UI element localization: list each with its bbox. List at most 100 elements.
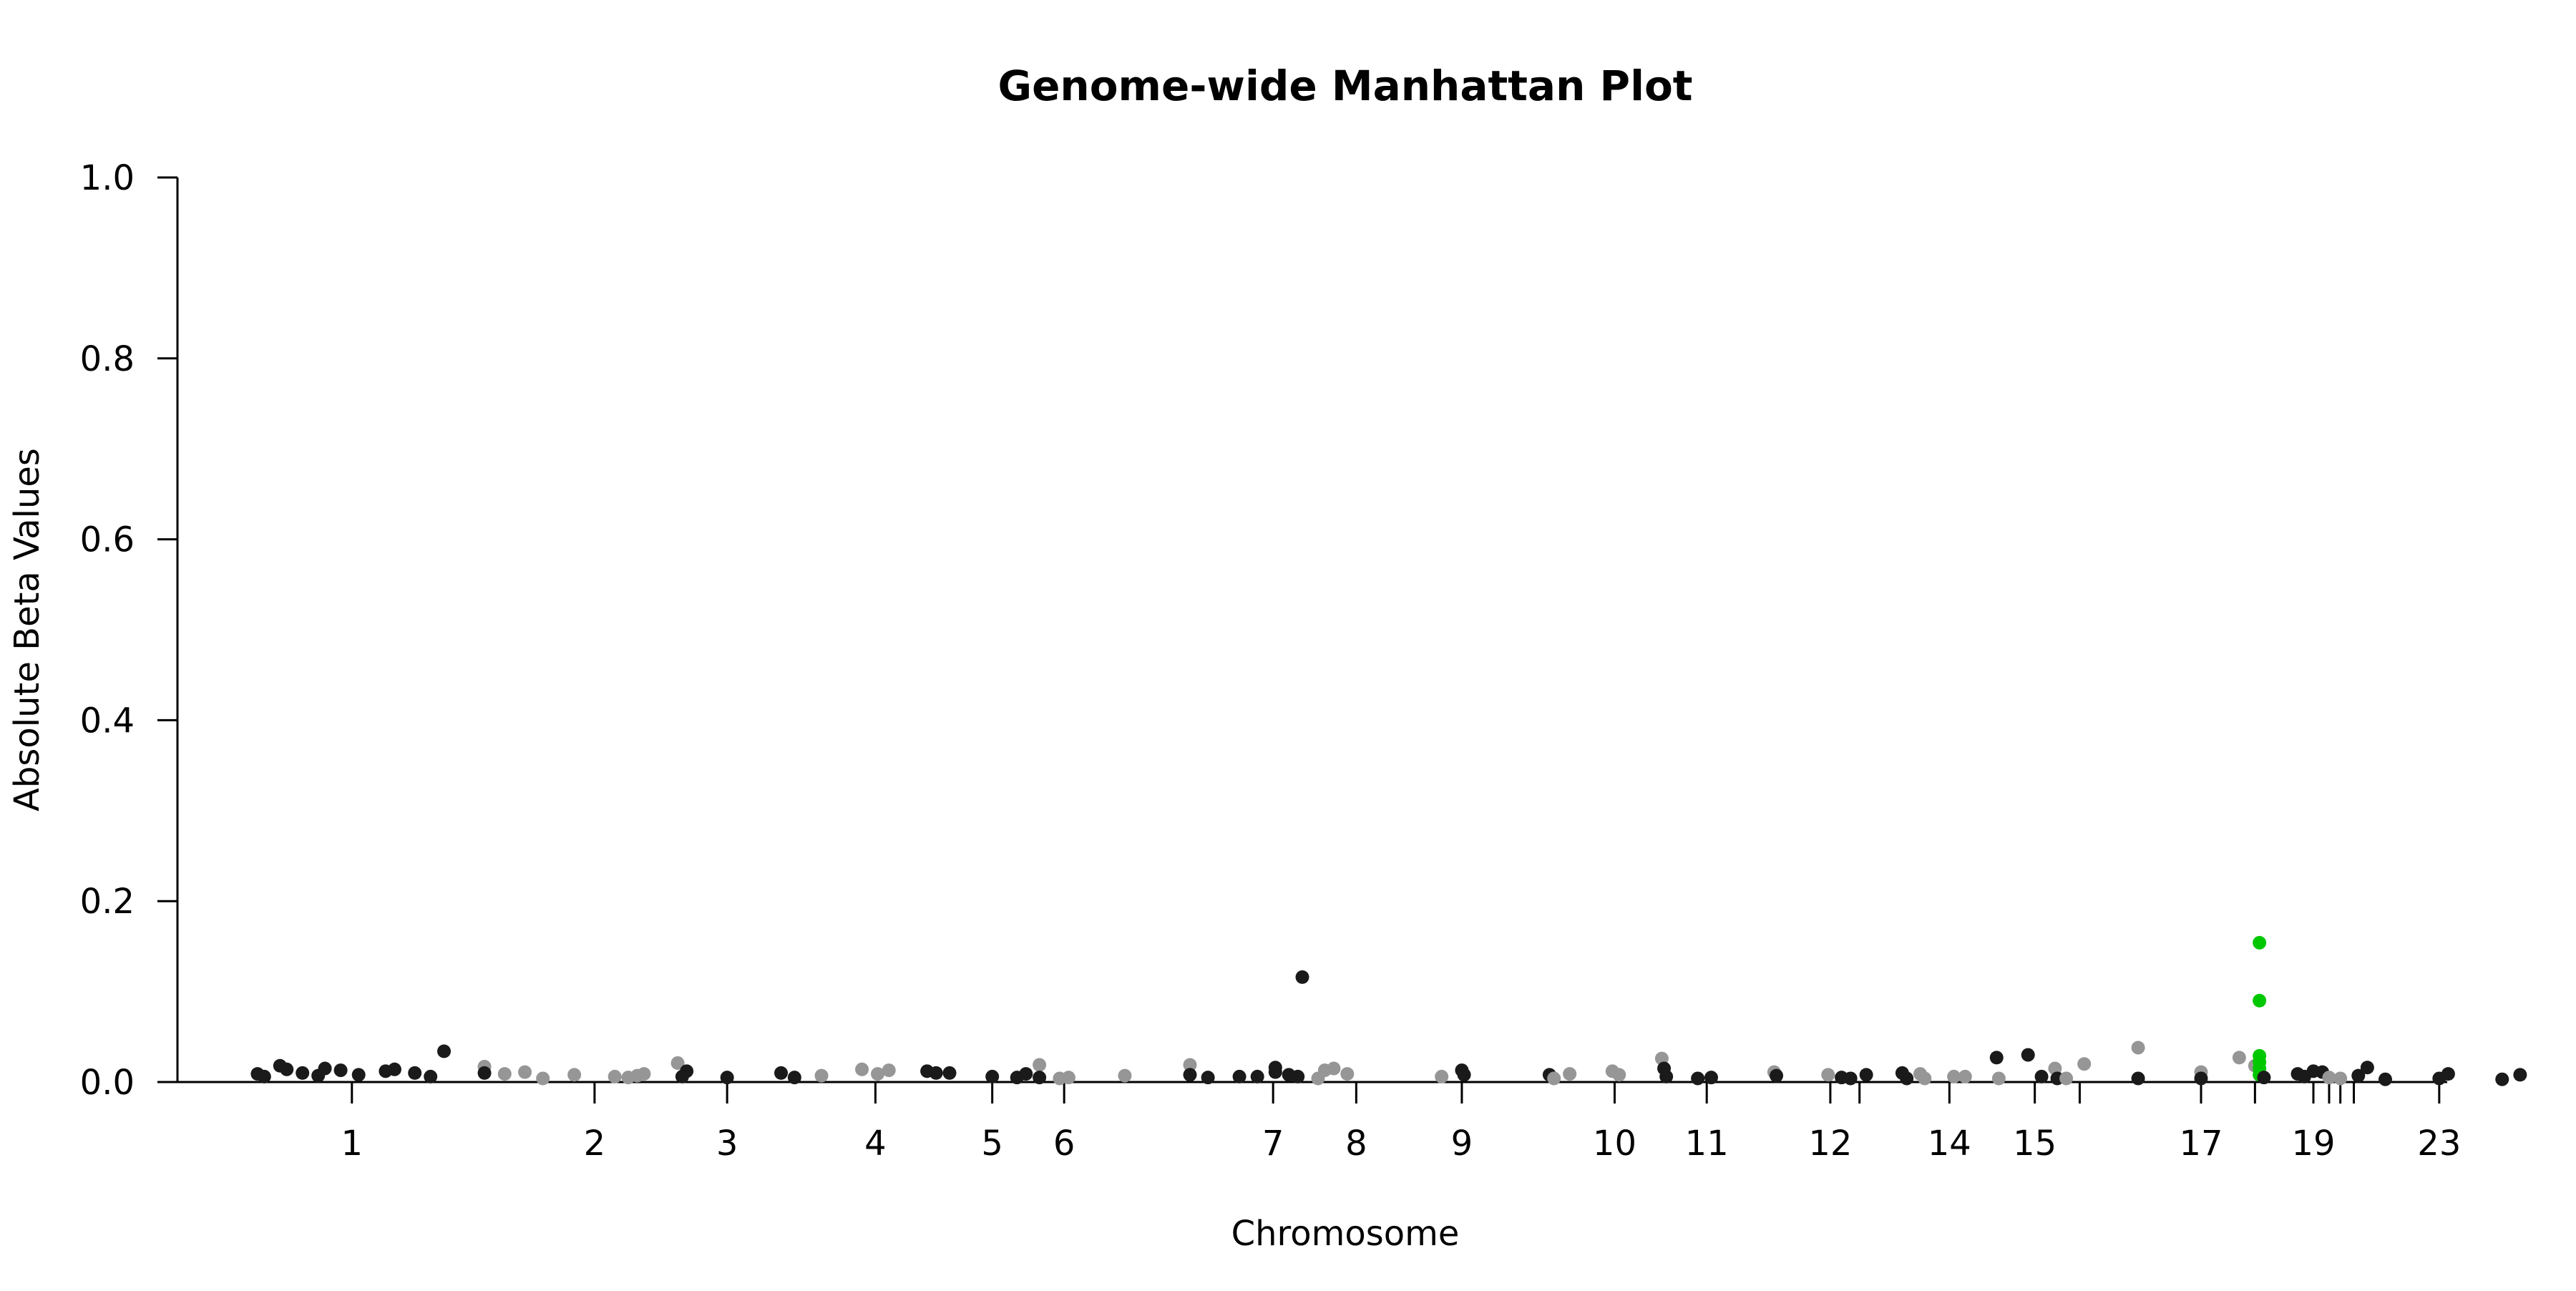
data-point: [774, 1066, 789, 1080]
y-ticks: 0.0 0.2 0.4 0.6 0.8 1.0: [80, 158, 177, 1103]
data-point: [1232, 1069, 1246, 1083]
data-point: [855, 1062, 869, 1076]
data-point: [1340, 1067, 1355, 1081]
data-point: [2232, 1051, 2246, 1065]
data-point: [1947, 1069, 1961, 1083]
data-point: [1295, 970, 1309, 984]
data-point: [1291, 1069, 1305, 1083]
x-tick-label: 8: [1345, 1124, 1367, 1164]
data-point: [1704, 1071, 1718, 1085]
data-point: [1821, 1068, 1835, 1082]
data-point: [1859, 1068, 1873, 1082]
data-point: [1118, 1068, 1132, 1083]
y-tick-label: 0.0: [80, 1063, 135, 1103]
data-point: [1547, 1071, 1561, 1086]
data-point: [882, 1063, 896, 1078]
x-tick-label: 4: [864, 1124, 887, 1164]
data-point: [2131, 1071, 2145, 1086]
x-ticks: 1 2 3 4 5 6 7 8 9 10 11 12 14 15 17 19 23: [341, 1082, 2461, 1164]
y-tick-label: 1.0: [80, 158, 135, 198]
data-point: [2077, 1057, 2092, 1071]
y-tick-label: 0.6: [80, 520, 135, 560]
data-point: [2322, 1071, 2336, 1085]
data-point: [1435, 1069, 1449, 1083]
data-point: [985, 1069, 1000, 1083]
y-tick-label: 0.4: [80, 701, 135, 741]
x-tick-label: 12: [1808, 1124, 1852, 1164]
data-point: [2059, 1071, 2074, 1086]
data-point: [351, 1068, 366, 1082]
data-point: [1311, 1071, 1325, 1086]
data-point: [1991, 1071, 2006, 1086]
data-point: [2360, 1061, 2374, 1075]
data-point: [720, 1071, 734, 1085]
data-point: [1612, 1068, 1626, 1082]
data-point: [871, 1067, 885, 1081]
data-point: [424, 1069, 438, 1083]
data-point: [2257, 1071, 2271, 1085]
data-point: [2495, 1072, 2509, 1086]
data-point: [280, 1062, 294, 1076]
data-point: [1770, 1068, 1784, 1083]
data-point: [670, 1056, 685, 1070]
y-tick-label: 0.8: [80, 339, 135, 379]
data-point: [296, 1066, 310, 1080]
x-tick-label: 17: [2179, 1124, 2223, 1164]
data-point: [942, 1066, 957, 1080]
data-point: [1033, 1071, 1047, 1085]
data-point: [2441, 1067, 2455, 1081]
data-point: [477, 1066, 492, 1080]
data-point: [1563, 1067, 1577, 1081]
x-tick-label: 14: [1928, 1124, 1971, 1164]
data-point: [1900, 1071, 1914, 1086]
y-axis-label: Absolute Beta Values: [7, 448, 47, 812]
x-tick-label: 6: [1053, 1124, 1075, 1164]
data-point: [1989, 1051, 2004, 1065]
data-point: [1958, 1069, 1972, 1083]
x-tick-label: 10: [1593, 1124, 1636, 1164]
data-point: [318, 1061, 332, 1076]
data-point: [1250, 1069, 1264, 1083]
x-tick-label: 19: [2291, 1124, 2335, 1164]
data-point: [1327, 1061, 1341, 1076]
x-axis-label: Chromosome: [1231, 1214, 1460, 1254]
x-tick-label: 7: [1262, 1124, 1284, 1164]
data-point: [1183, 1058, 1197, 1072]
x-tick-label: 9: [1451, 1124, 1473, 1164]
data-point: [257, 1069, 271, 1083]
data-point: [518, 1065, 532, 1079]
x-tick-label: 2: [584, 1124, 606, 1164]
data-point: [2021, 1048, 2035, 1062]
data-point: [680, 1064, 694, 1078]
data-point: [1691, 1071, 1705, 1086]
data-point: [1061, 1071, 1075, 1085]
x-tick-label: 11: [1685, 1124, 1729, 1164]
x-tick-label: 5: [981, 1124, 1003, 1164]
data-point: [2513, 1068, 2527, 1082]
data-point: [608, 1069, 622, 1083]
data-point: [2333, 1071, 2348, 1086]
x-tick-label: 23: [2417, 1124, 2461, 1164]
data-point: [2194, 1071, 2208, 1086]
data-point: [2351, 1068, 2366, 1083]
data-point: [787, 1071, 801, 1085]
data-point: [1019, 1067, 1033, 1081]
x-tick-label: 3: [716, 1124, 738, 1164]
data-point: [1843, 1071, 1858, 1086]
data-point: [2034, 1069, 2049, 1083]
chart-title: Genome-wide Manhattan Plot: [997, 62, 1692, 110]
highlighted-data-point: [2253, 935, 2267, 950]
data-point: [1201, 1071, 1215, 1085]
data-point: [1918, 1071, 1932, 1086]
data-point: [497, 1067, 512, 1081]
data-point: [536, 1071, 550, 1086]
data-point: [1457, 1068, 1471, 1082]
data-point: [1659, 1069, 1674, 1083]
data-point: [814, 1068, 829, 1083]
data-point: [567, 1068, 582, 1082]
data-point: [2131, 1041, 2145, 1055]
data-point: [408, 1066, 422, 1080]
data-point: [1183, 1068, 1197, 1082]
